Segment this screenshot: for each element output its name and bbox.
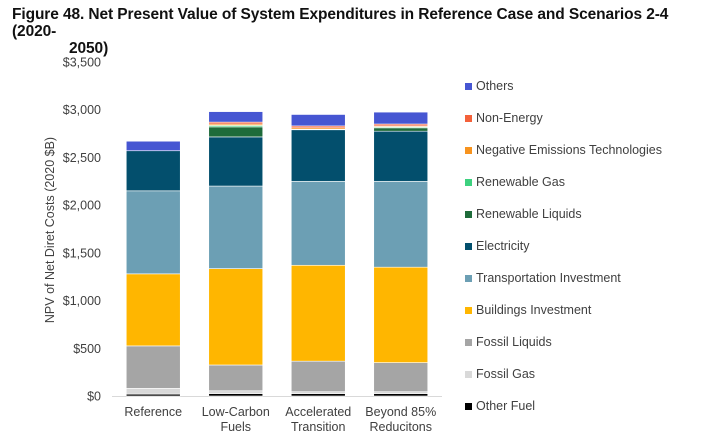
bar-segment-other-fuel: [373, 393, 429, 397]
legend-label: Renewable Liquids: [476, 207, 582, 221]
y-tick-label: $0: [87, 390, 101, 404]
bar-stack: [208, 111, 264, 397]
bar-segment-others: [125, 140, 181, 152]
bar-segment-fossil-gas: [125, 388, 181, 395]
legend-item: Negative Emissions Technologies: [465, 134, 662, 166]
y-tick-label: $2,000: [63, 199, 101, 213]
y-tick-label: $1,000: [63, 294, 101, 308]
bar-stack: [125, 140, 181, 397]
legend-swatch-icon: [465, 210, 472, 218]
figure-title-line2: 2050): [69, 40, 109, 57]
y-tick-label: $3,500: [63, 56, 101, 70]
bar-segment-renewable-liquids: [208, 126, 264, 138]
legend-item: Renewable Liquids: [465, 198, 662, 230]
bar-stack: [290, 114, 346, 397]
y-tick-label: $500: [73, 342, 101, 356]
legend-item: Buildings Investment: [465, 294, 662, 326]
bar-segment-fossil-gas: [208, 390, 264, 394]
figure-title-line1: Figure 48. Net Present Value of System E…: [12, 6, 669, 40]
legend-swatch-icon: [465, 82, 472, 90]
legend-label: Fossil Gas: [476, 367, 536, 381]
legend-item: Fossil Liquids: [465, 326, 662, 358]
legend-swatch-icon: [465, 306, 472, 314]
legend-swatch-icon: [465, 178, 472, 186]
legend-item: Other Fuel: [465, 390, 662, 422]
bar-segment-electricity: [373, 130, 429, 182]
legend-label: Negative Emissions Technologies: [476, 143, 662, 157]
bar-segment-fossil-liquids: [208, 364, 264, 392]
legend-label: Others: [476, 79, 514, 93]
legend-swatch-icon: [465, 242, 472, 250]
legend-swatch-icon: [465, 402, 472, 410]
legend-swatch-icon: [465, 114, 472, 122]
legend-swatch-icon: [465, 338, 472, 346]
legend-item: Others: [465, 70, 662, 102]
bar-segment-others: [290, 114, 346, 127]
legend-item: Transportation Investment: [465, 262, 662, 294]
x-tick-label: Reference: [124, 405, 182, 419]
legend-label: Renewable Gas: [476, 175, 565, 189]
legend-swatch-icon: [465, 370, 472, 378]
x-tick-label: Accelerated: [285, 405, 351, 419]
bar-segment-transportation-investment: [290, 180, 346, 266]
bar-segment-buildings-investment: [208, 268, 264, 366]
legend-label: Non-Energy: [476, 111, 543, 125]
bar-segment-fossil-liquids: [125, 345, 181, 389]
legend-label: Electricity: [476, 239, 530, 253]
legend: Others Non-Energy Negative Emissions Techn…: [465, 70, 662, 422]
bar-segment-others: [373, 111, 429, 125]
bar-segment-others: [208, 111, 264, 123]
bars: [125, 111, 429, 397]
x-tick-label: Fuels: [220, 420, 251, 434]
legend-item: Renewable Gas: [465, 166, 662, 198]
bar-segment-electricity: [208, 136, 264, 187]
legend-label: Other Fuel: [476, 399, 536, 413]
y-axis-title: NPV of Net Diret Costs (2020 $B): [43, 137, 57, 323]
bar-segment-fossil-liquids: [373, 362, 429, 393]
legend-swatch-icon: [465, 146, 472, 154]
x-tick-label: Reducitons: [369, 420, 432, 434]
legend-label: Transportation Investment: [476, 271, 621, 285]
legend-item: Fossil Gas: [465, 358, 662, 390]
figure-title: Figure 48. Net Present Value of System E…: [12, 6, 712, 57]
bar-segment-transportation-investment: [125, 190, 181, 275]
bar-segment-fossil-liquids: [290, 360, 346, 393]
legend-label: Fossil Liquids: [476, 335, 552, 349]
y-tick-label: $1,500: [63, 246, 101, 260]
y-tick-label: $3,000: [63, 103, 101, 117]
bar-segment-transportation-investment: [208, 185, 264, 269]
bar-segment-buildings-investment: [290, 264, 346, 362]
y-axis: $0 $500 $1,000 $1,500 $2,000 $2,500 $3,000 $3,5…: [63, 56, 101, 404]
x-tick-label: Transition: [291, 420, 345, 434]
bar-segment-electricity: [125, 150, 181, 192]
x-tick-label: Beyond 85%: [365, 405, 436, 419]
bar-segment-other-fuel: [290, 393, 346, 397]
bar-stack: [373, 111, 429, 397]
legend-label: Buildings Investment: [476, 303, 592, 317]
x-tick-label: Low-Carbon: [202, 405, 270, 419]
y-tick-label: $2,500: [63, 151, 101, 165]
bar-segment-electricity: [290, 129, 346, 182]
bar-segment-transportation-investment: [373, 180, 429, 268]
legend-swatch-icon: [465, 274, 472, 282]
bar-segment-renewable-liquids: [373, 127, 429, 132]
bar-segment-buildings-investment: [125, 273, 181, 347]
legend-item: Non-Energy: [465, 102, 662, 134]
bar-segment-buildings-investment: [373, 266, 429, 363]
bar-segment-other-fuel: [208, 393, 264, 397]
legend-item: Electricity: [465, 230, 662, 262]
